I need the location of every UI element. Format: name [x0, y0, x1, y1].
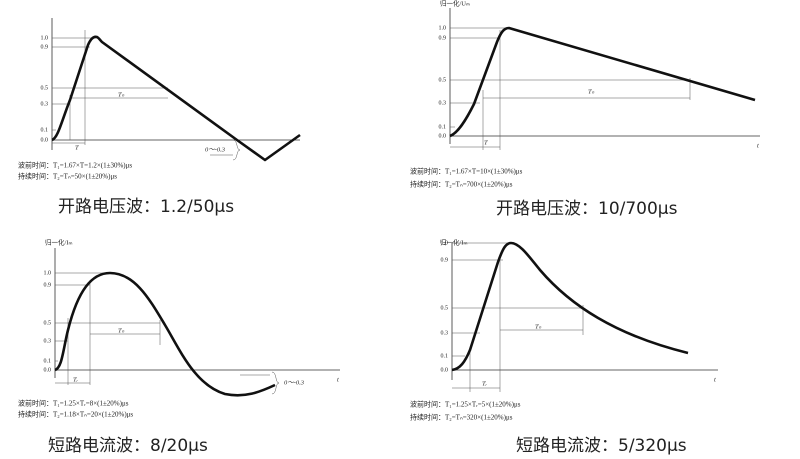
tick-label: 0.9 — [41, 44, 49, 50]
tick-label: 0.9 — [439, 35, 447, 41]
axes — [51, 18, 300, 150]
tick-label: 0.5 — [41, 85, 49, 91]
tick-label: 0.1 — [439, 124, 447, 130]
tick-label: 0.5 — [44, 320, 52, 326]
tick-label: 0.3 — [439, 100, 447, 106]
tick-label: 0.3 — [441, 330, 449, 336]
caption: 短路电流波：8/20μs — [48, 436, 208, 456]
axes — [449, 8, 760, 144]
x-axis-label: t — [757, 142, 759, 149]
guides — [52, 30, 233, 156]
annotation: Tₙ — [588, 88, 595, 95]
y-axis-label: 归一化/Iₘ — [440, 237, 468, 246]
tick-label: 1.0 — [41, 35, 49, 41]
annotation: Tₙ — [118, 91, 125, 98]
annotation: Tᵣ — [482, 380, 488, 387]
formula: 波前时间：T₁=1.67×T=1.2×(1±30%)μs — [18, 161, 132, 170]
waveform — [51, 35, 301, 162]
y-axis-label: 归一化/Uₘ — [440, 0, 470, 7]
tick-label: 0.1 — [44, 358, 52, 364]
annotation: Tₙ — [118, 327, 125, 334]
waveform — [449, 26, 756, 138]
annotation: T — [75, 144, 79, 151]
tick-label: 0.5 — [441, 305, 449, 311]
guides — [452, 242, 584, 392]
formula: 波前时间：T₁=1.67×T=10×(1±30%)μs — [410, 167, 523, 176]
formula: 持续时间：T₂=Tₙ=50×(1±20%)μs — [18, 172, 117, 181]
tick-label: 0.5 — [439, 77, 447, 83]
formula: 持续时间：T₂=1.18×Tₙ=20×(1±20%)μs — [18, 410, 133, 419]
waveform — [54, 271, 276, 397]
caption: 短路电流波：5/320μs — [516, 436, 687, 456]
annotation: 0～-0.3 — [284, 379, 305, 386]
tick-label: 0.0 — [41, 137, 49, 143]
axes — [451, 243, 718, 380]
annotation: Tᵣ — [73, 376, 79, 383]
caption: 开路电压波：1.2/50μs — [58, 197, 234, 217]
tick-label: 0.0 — [441, 367, 449, 373]
caption: 开路电压波：10/700μs — [496, 199, 678, 219]
formula: 持续时间：T₂=Tₙ=320×(1±20%)μs — [410, 413, 513, 422]
x-axis-label: t — [714, 376, 716, 383]
tick-label: 0.0 — [439, 133, 447, 139]
tick-label: 0.9 — [441, 257, 449, 263]
tick-label: 0.1 — [441, 353, 449, 359]
tick-label: 0.3 — [41, 101, 49, 107]
waveforms — [51, 8, 760, 397]
formula: 波前时间：T₁=1.25×Tᵣ=5×(1±20%)μs — [410, 400, 521, 409]
annotation: Tₙ — [535, 323, 542, 330]
tick-label: 0.9 — [44, 282, 52, 288]
guides — [55, 272, 270, 385]
annotation: 0～-0.3 — [205, 146, 226, 153]
x-axis-label: t — [337, 376, 339, 383]
guides — [450, 27, 691, 150]
tick-label: 0.1 — [41, 127, 49, 133]
tick-label: 1.0 — [44, 270, 52, 276]
tick-label: 0.0 — [44, 367, 52, 373]
y-axis-label: 归一化/Iₘ — [45, 237, 73, 246]
tick-label: 1.0 — [441, 240, 449, 246]
brace — [232, 139, 241, 161]
axes — [54, 248, 340, 378]
annotation: T — [484, 139, 488, 146]
brace — [271, 371, 280, 395]
formula: 波前时间：T₁=1.25×Tᵣ=8×(1±20%)μs — [18, 399, 129, 408]
waveform — [451, 241, 689, 372]
tick-label: 1.0 — [439, 25, 447, 31]
formula: 持续时间：T₂=Tₙ=700×(1±20%)μs — [410, 180, 513, 189]
tick-label: 0.3 — [44, 338, 52, 344]
